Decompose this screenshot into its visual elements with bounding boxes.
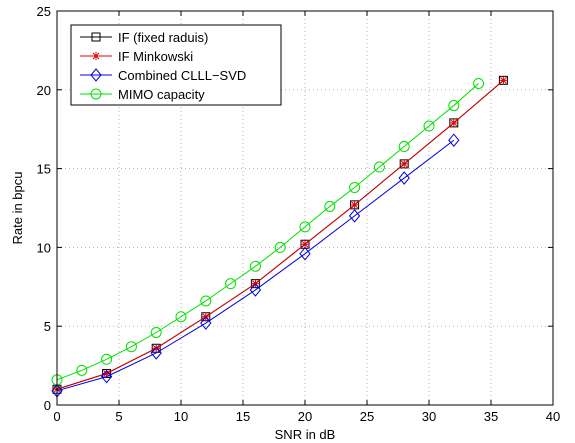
legend-label: Combined CLLL−SVD xyxy=(118,68,246,83)
x-tick-label: 15 xyxy=(236,409,250,424)
data-point xyxy=(225,278,237,290)
data-point xyxy=(150,346,162,360)
data-point xyxy=(175,311,187,323)
x-axis-label: SNR in dB xyxy=(275,427,336,442)
data-point xyxy=(398,141,410,153)
x-tick-label: 20 xyxy=(298,409,312,424)
data-point xyxy=(400,159,409,168)
y-tick-label: 25 xyxy=(37,4,51,19)
legend: IF (fixed raduis) IF Minkowski Combined CL… xyxy=(70,24,282,106)
data-point xyxy=(100,369,113,384)
data-point xyxy=(448,100,460,112)
series-line xyxy=(56,139,455,392)
series-3 xyxy=(51,77,485,386)
y-tick-label: 10 xyxy=(37,240,51,255)
data-point xyxy=(249,283,262,297)
data-point xyxy=(152,344,161,353)
data-point xyxy=(249,260,261,272)
ticks xyxy=(56,10,554,406)
data-point xyxy=(448,133,460,148)
x-tick-label: 0 xyxy=(53,409,60,424)
data-point xyxy=(373,161,385,173)
legend-box xyxy=(70,24,282,106)
x-tick-label: 5 xyxy=(115,409,122,424)
y-tick-label: 0 xyxy=(44,398,51,413)
data-point xyxy=(473,77,485,89)
y-axis-label: Rate in bpcu xyxy=(10,172,25,245)
data-point xyxy=(449,118,458,127)
data-point xyxy=(299,246,311,261)
data-point xyxy=(150,327,162,339)
data-point xyxy=(200,316,212,330)
data-point xyxy=(301,240,309,249)
series-line xyxy=(56,79,504,390)
legend-marker xyxy=(92,52,100,60)
y-tick-label: 5 xyxy=(44,319,51,334)
tick-labels: 0 5 10 15 20 25 30 35 40 0 5 10 15 20 25 xyxy=(37,4,561,424)
y-tick-label: 20 xyxy=(37,83,51,98)
legend-label: MIMO capacity xyxy=(118,87,205,102)
x-tick-label: 30 xyxy=(422,409,436,424)
data-point xyxy=(350,200,359,209)
grid xyxy=(57,11,553,405)
data-point xyxy=(299,221,311,233)
x-tick-label: 40 xyxy=(546,409,560,424)
data-point xyxy=(76,364,88,376)
data-point xyxy=(200,295,212,307)
legend-label: IF Minkowski xyxy=(118,49,193,64)
data-point xyxy=(102,369,111,378)
y-tick-label: 15 xyxy=(37,162,51,177)
data-point xyxy=(348,209,361,223)
data-point xyxy=(499,76,508,85)
data-point xyxy=(101,353,113,365)
x-tick-label: 35 xyxy=(484,409,498,424)
legend-marker xyxy=(90,68,102,82)
data-point xyxy=(125,341,137,353)
data-point xyxy=(324,200,336,212)
x-tick-label: 25 xyxy=(360,409,374,424)
legend-marker xyxy=(90,88,102,100)
legend-marker xyxy=(91,32,101,42)
data-point xyxy=(349,182,361,194)
data-point xyxy=(423,120,435,132)
series-2 xyxy=(51,133,460,398)
data-point xyxy=(274,241,286,253)
legend-label: IF (fixed raduis) xyxy=(118,30,208,45)
series-layer xyxy=(51,75,508,398)
data-point xyxy=(398,171,410,185)
x-tick-label: 10 xyxy=(174,409,188,424)
